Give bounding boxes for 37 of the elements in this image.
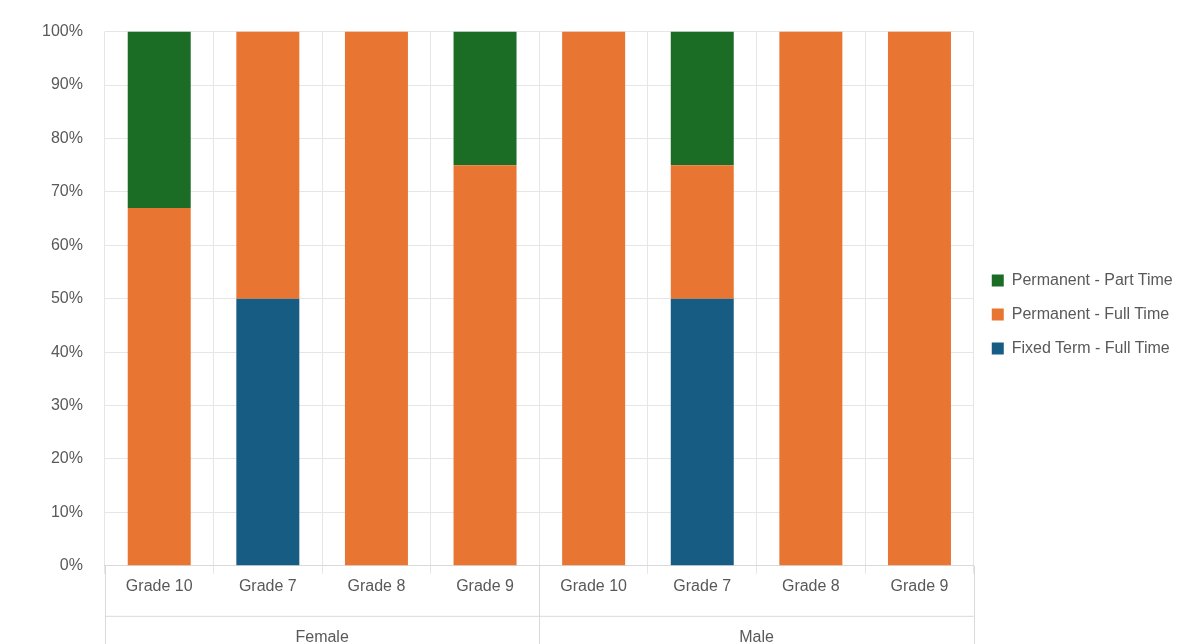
y-tick-label: 10% bbox=[50, 502, 83, 520]
y-tick-label: 80% bbox=[50, 128, 83, 146]
legend-label: Permanent - Part Time bbox=[1011, 270, 1173, 288]
bar bbox=[344, 31, 408, 566]
legend-label: Permanent - Full Time bbox=[1011, 304, 1170, 322]
y-tick-label: 90% bbox=[50, 75, 83, 93]
legend-label: Fixed Term - Full Time bbox=[1011, 338, 1170, 356]
x-tick-label: Grade 7 bbox=[673, 576, 732, 594]
bar bbox=[670, 165, 734, 299]
bar bbox=[562, 31, 626, 566]
bar bbox=[236, 31, 300, 299]
x-tick-label: Grade 9 bbox=[456, 576, 515, 594]
x-tick-label: Grade 10 bbox=[560, 576, 628, 594]
text: Male bbox=[739, 628, 774, 644]
y-tick-label: 50% bbox=[50, 289, 83, 307]
bar bbox=[453, 165, 517, 566]
y-tick-label: 60% bbox=[50, 235, 83, 253]
y-tick-label: 40% bbox=[50, 342, 83, 360]
bar bbox=[670, 31, 734, 166]
bar bbox=[236, 298, 300, 566]
x-tick-label: Grade 8 bbox=[781, 576, 840, 594]
bar bbox=[127, 31, 191, 208]
x-tick-label: Grade 10 bbox=[125, 576, 193, 594]
bar bbox=[127, 207, 191, 566]
y-tick-label: 100% bbox=[42, 22, 83, 40]
bar bbox=[779, 31, 843, 566]
x-tick-label: Grade 8 bbox=[347, 576, 406, 594]
y-tick-label: 70% bbox=[50, 182, 83, 200]
y-tick-label: 20% bbox=[50, 449, 83, 467]
bar bbox=[670, 298, 734, 566]
bar bbox=[887, 31, 951, 566]
text: Female bbox=[295, 628, 349, 644]
bar bbox=[453, 31, 517, 166]
x-tick-label: Grade 7 bbox=[238, 576, 297, 594]
y-tick-label: 30% bbox=[50, 395, 83, 413]
x-tick-label: Grade 9 bbox=[890, 576, 949, 594]
y-tick-label: 0% bbox=[59, 556, 83, 574]
